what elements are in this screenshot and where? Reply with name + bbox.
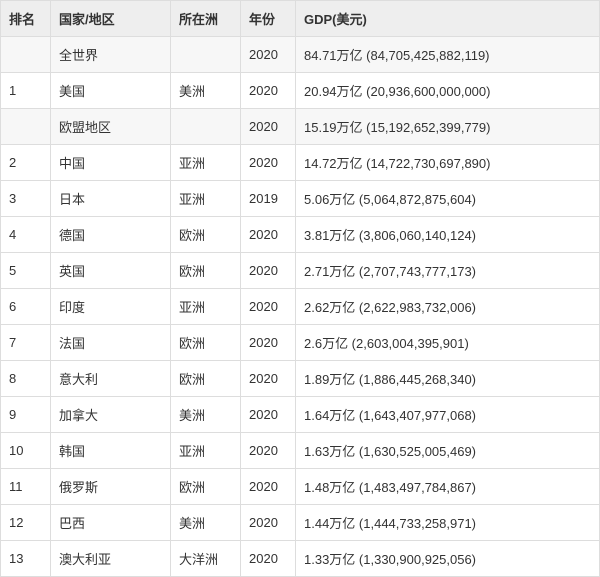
cell-rank: 7 [1, 325, 51, 361]
cell-gdp: 1.44万亿 (1,444,733,258,971) [296, 505, 600, 541]
table-row: 8意大利欧洲20201.89万亿 (1,886,445,268,340) [1, 361, 600, 397]
cell-year: 2019 [241, 181, 296, 217]
cell-rank: 4 [1, 217, 51, 253]
table-row: 4德国欧洲20203.81万亿 (3,806,060,140,124) [1, 217, 600, 253]
cell-continent: 欧洲 [171, 253, 241, 289]
cell-continent: 亚洲 [171, 145, 241, 181]
cell-year: 2020 [241, 217, 296, 253]
col-country: 国家/地区 [51, 1, 171, 37]
cell-rank: 11 [1, 469, 51, 505]
cell-rank: 6 [1, 289, 51, 325]
cell-year: 2020 [241, 109, 296, 145]
gdp-table: 排名 国家/地区 所在洲 年份 GDP(美元) 全世界202084.71万亿 (… [0, 0, 600, 577]
table-row: 7法国欧洲20202.6万亿 (2,603,004,395,901) [1, 325, 600, 361]
cell-rank: 9 [1, 397, 51, 433]
cell-continent: 亚洲 [171, 181, 241, 217]
cell-gdp: 5.06万亿 (5,064,872,875,604) [296, 181, 600, 217]
cell-continent: 欧洲 [171, 469, 241, 505]
cell-country: 加拿大 [51, 397, 171, 433]
cell-continent: 美洲 [171, 73, 241, 109]
cell-continent: 大洋洲 [171, 541, 241, 577]
cell-continent: 亚洲 [171, 433, 241, 469]
col-continent: 所在洲 [171, 1, 241, 37]
cell-continent [171, 37, 241, 73]
cell-continent [171, 109, 241, 145]
cell-year: 2020 [241, 433, 296, 469]
cell-gdp: 2.71万亿 (2,707,743,777,173) [296, 253, 600, 289]
cell-gdp: 14.72万亿 (14,722,730,697,890) [296, 145, 600, 181]
cell-year: 2020 [241, 37, 296, 73]
gdp-table-container: 排名 国家/地区 所在洲 年份 GDP(美元) 全世界202084.71万亿 (… [0, 0, 600, 577]
table-row: 欧盟地区 202015.19万亿 (15,192,652,399,779) [1, 109, 600, 145]
cell-year: 2020 [241, 397, 296, 433]
col-year: 年份 [241, 1, 296, 37]
cell-country: 意大利 [51, 361, 171, 397]
cell-gdp: 1.89万亿 (1,886,445,268,340) [296, 361, 600, 397]
cell-gdp: 1.48万亿 (1,483,497,784,867) [296, 469, 600, 505]
cell-country: 欧盟地区 [51, 109, 171, 145]
table-row: 9加拿大美洲20201.64万亿 (1,643,407,977,068) [1, 397, 600, 433]
cell-country: 澳大利亚 [51, 541, 171, 577]
cell-country: 德国 [51, 217, 171, 253]
cell-year: 2020 [241, 289, 296, 325]
cell-continent: 美洲 [171, 397, 241, 433]
cell-country: 韩国 [51, 433, 171, 469]
cell-rank: 2 [1, 145, 51, 181]
cell-year: 2020 [241, 73, 296, 109]
cell-year: 2020 [241, 505, 296, 541]
table-row: 12巴西美洲20201.44万亿 (1,444,733,258,971) [1, 505, 600, 541]
table-row: 10韩国亚洲20201.63万亿 (1,630,525,005,469) [1, 433, 600, 469]
cell-rank [1, 109, 51, 145]
cell-country: 印度 [51, 289, 171, 325]
table-row: 1美国美洲202020.94万亿 (20,936,600,000,000) [1, 73, 600, 109]
cell-gdp: 2.62万亿 (2,622,983,732,006) [296, 289, 600, 325]
cell-continent: 欧洲 [171, 325, 241, 361]
table-row: 11俄罗斯欧洲20201.48万亿 (1,483,497,784,867) [1, 469, 600, 505]
cell-gdp: 20.94万亿 (20,936,600,000,000) [296, 73, 600, 109]
cell-continent: 欧洲 [171, 361, 241, 397]
cell-rank: 13 [1, 541, 51, 577]
cell-year: 2020 [241, 541, 296, 577]
header-row: 排名 国家/地区 所在洲 年份 GDP(美元) [1, 1, 600, 37]
table-row: 全世界 202084.71万亿 (84,705,425,882,119) [1, 37, 600, 73]
cell-year: 2020 [241, 253, 296, 289]
cell-gdp: 15.19万亿 (15,192,652,399,779) [296, 109, 600, 145]
cell-country: 美国 [51, 73, 171, 109]
cell-year: 2020 [241, 361, 296, 397]
cell-rank [1, 37, 51, 73]
cell-continent: 美洲 [171, 505, 241, 541]
table-row: 6印度亚洲20202.62万亿 (2,622,983,732,006) [1, 289, 600, 325]
cell-gdp: 84.71万亿 (84,705,425,882,119) [296, 37, 600, 73]
cell-gdp: 3.81万亿 (3,806,060,140,124) [296, 217, 600, 253]
cell-year: 2020 [241, 469, 296, 505]
cell-year: 2020 [241, 325, 296, 361]
cell-rank: 1 [1, 73, 51, 109]
col-rank: 排名 [1, 1, 51, 37]
cell-gdp: 2.6万亿 (2,603,004,395,901) [296, 325, 600, 361]
cell-country: 俄罗斯 [51, 469, 171, 505]
cell-country: 全世界 [51, 37, 171, 73]
cell-gdp: 1.33万亿 (1,330,900,925,056) [296, 541, 600, 577]
cell-gdp: 1.64万亿 (1,643,407,977,068) [296, 397, 600, 433]
cell-rank: 12 [1, 505, 51, 541]
cell-continent: 亚洲 [171, 289, 241, 325]
cell-rank: 3 [1, 181, 51, 217]
cell-rank: 8 [1, 361, 51, 397]
table-body: 全世界202084.71万亿 (84,705,425,882,119)1美国美洲… [1, 37, 600, 577]
cell-year: 2020 [241, 145, 296, 181]
table-row: 5英国欧洲20202.71万亿 (2,707,743,777,173) [1, 253, 600, 289]
cell-continent: 欧洲 [171, 217, 241, 253]
table-row: 2中国亚洲202014.72万亿 (14,722,730,697,890) [1, 145, 600, 181]
cell-rank: 5 [1, 253, 51, 289]
col-gdp: GDP(美元) [296, 1, 600, 37]
cell-gdp: 1.63万亿 (1,630,525,005,469) [296, 433, 600, 469]
cell-country: 日本 [51, 181, 171, 217]
cell-country: 法国 [51, 325, 171, 361]
table-row: 13澳大利亚大洋洲20201.33万亿 (1,330,900,925,056) [1, 541, 600, 577]
table-row: 3日本亚洲20195.06万亿 (5,064,872,875,604) [1, 181, 600, 217]
cell-rank: 10 [1, 433, 51, 469]
cell-country: 巴西 [51, 505, 171, 541]
cell-country: 中国 [51, 145, 171, 181]
cell-country: 英国 [51, 253, 171, 289]
